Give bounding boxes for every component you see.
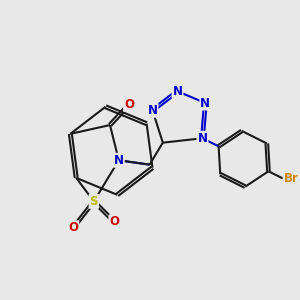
Text: N: N [148, 104, 158, 117]
Text: O: O [110, 215, 119, 228]
Text: S: S [90, 195, 98, 208]
Text: N: N [197, 132, 207, 145]
Text: O: O [68, 221, 78, 234]
Text: Br: Br [284, 172, 298, 185]
Text: N: N [114, 154, 124, 167]
Text: N: N [200, 97, 210, 110]
Text: O: O [124, 98, 134, 111]
Text: N: N [172, 85, 182, 98]
